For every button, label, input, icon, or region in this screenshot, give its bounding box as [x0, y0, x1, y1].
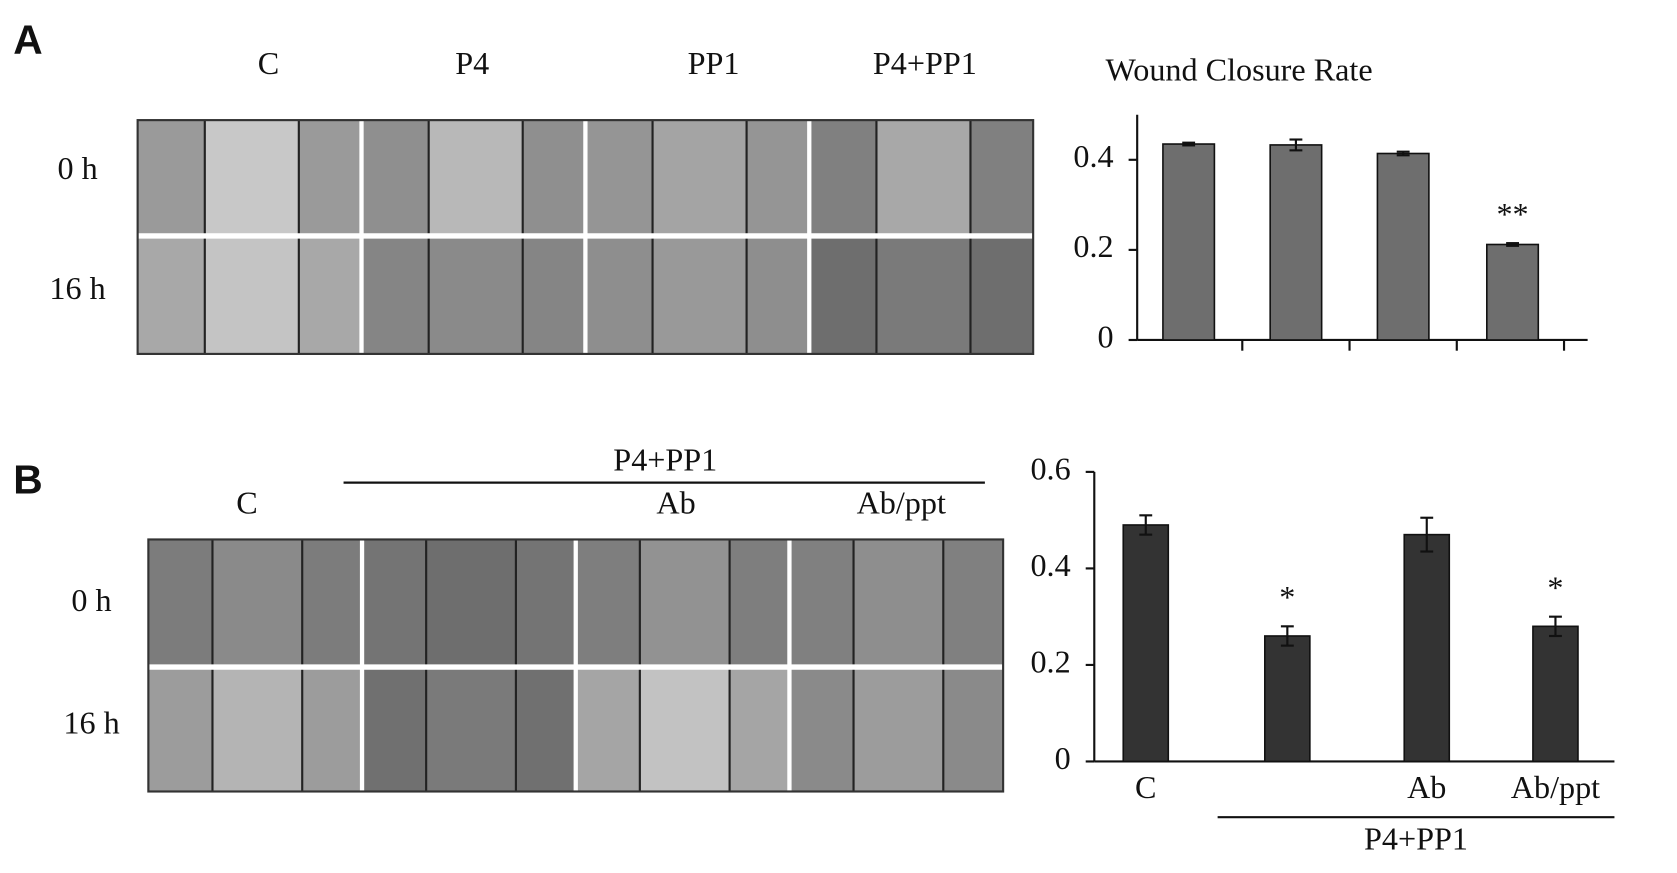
group-label: P4+PP1	[1364, 820, 1468, 856]
wound-gap	[639, 667, 730, 792]
row-label: 16 h	[63, 704, 119, 740]
frame	[136, 119, 1035, 355]
y-tick-label: 0	[1055, 740, 1071, 776]
bar	[1376, 152, 1430, 341]
bar	[1264, 635, 1311, 763]
y-tick-label: 0.2	[1073, 228, 1113, 264]
row-label: 16 h	[49, 270, 105, 306]
significance: *	[1279, 579, 1295, 615]
column-label: C	[236, 485, 257, 521]
bar	[1486, 243, 1540, 341]
bar	[1122, 524, 1170, 763]
x-tick-label: Ab	[1407, 769, 1446, 805]
error-bar	[1289, 138, 1303, 152]
panel-label: B	[13, 456, 42, 502]
column-label: Ab/ppt	[857, 485, 946, 521]
wound-gap	[876, 235, 971, 354]
panel-label: A	[13, 17, 42, 63]
error-bar	[1139, 514, 1153, 536]
row-label: 0 h	[57, 150, 97, 186]
significance: **	[1496, 196, 1528, 232]
bar	[1532, 625, 1579, 763]
error-bar	[1549, 615, 1562, 638]
x-tick-label: Ab/ppt	[1511, 769, 1600, 805]
error-bar	[1182, 141, 1196, 147]
y-tick-label: 0.6	[1030, 450, 1070, 486]
wound-gap	[639, 539, 730, 668]
wound-gap	[652, 235, 747, 354]
column-label: PP1	[688, 45, 740, 81]
wound-gap	[204, 235, 299, 354]
wound-gap	[428, 120, 523, 236]
row-label: 0 h	[71, 582, 111, 618]
y-tick-label: 0.4	[1073, 138, 1113, 174]
column-label: C	[258, 45, 279, 81]
bar	[1269, 144, 1323, 341]
bar	[1162, 143, 1216, 341]
wound-gap	[876, 120, 971, 236]
error-bar	[1280, 625, 1294, 647]
frame	[147, 538, 1005, 793]
bar	[1403, 533, 1451, 763]
wound-gap	[212, 667, 303, 792]
wound-gap	[853, 667, 944, 792]
error-bar	[1396, 150, 1410, 157]
group-label: P4+PP1	[613, 442, 717, 478]
wound-gap	[212, 539, 303, 668]
y-tick-label: 0.2	[1030, 643, 1070, 679]
significance: *	[1547, 569, 1563, 605]
y-tick-label: 0	[1098, 318, 1114, 354]
wound-gap	[853, 539, 944, 668]
y-tick-label: 0.4	[1030, 547, 1070, 583]
chart-title: Wound Closure Rate	[1106, 51, 1373, 87]
wound-gap	[652, 120, 747, 236]
wound-gap	[204, 120, 299, 236]
column-label: P4+PP1	[873, 45, 977, 81]
wound-gap	[426, 539, 516, 668]
error-bar	[1420, 516, 1434, 553]
column-label: P4	[455, 45, 489, 81]
column-label: Ab	[656, 485, 695, 521]
x-tick-label: C	[1135, 769, 1156, 805]
wound-gap	[428, 235, 523, 354]
error-bar	[1506, 242, 1519, 247]
wound-gap	[426, 667, 516, 792]
